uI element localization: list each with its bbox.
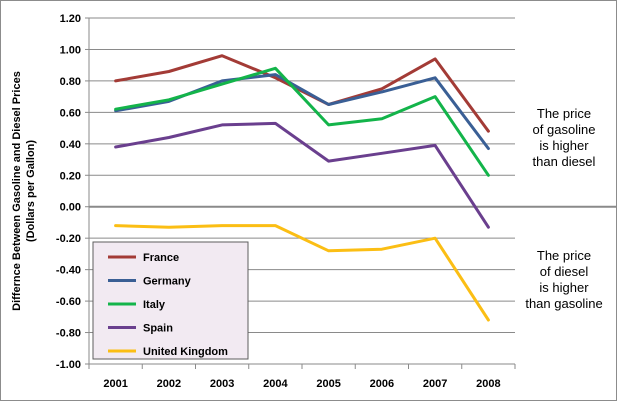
y-tick-label: 0.20 [60,170,81,182]
x-tick-label: 2005 [316,378,340,390]
y-axis-label: Differnce Between Gasoline and Diesel Pr… [11,71,37,311]
annotation-line: is higher [539,138,589,153]
legend-label: Germany [143,276,192,288]
y-tick-labels: 1.20 1.00 0.80 0.60 0.40 0.20 0.00 -0.20 -0.40 -0… [56,13,81,371]
series-line-italy [114,66,490,177]
series-lines [114,54,490,322]
legend: France Germany Italy Spain United Kingdom [92,241,249,360]
x-tick-label: 2002 [157,378,181,390]
annotation-line: than diesel [533,154,596,169]
x-tick-label: 2001 [103,378,127,390]
y-axis-label-line: Differnce Between Gasoline and Diesel Pr… [11,71,23,311]
x-tick-label: 2008 [476,378,500,390]
axes [85,17,617,369]
series-line-spain [114,121,490,229]
legend-box [92,241,249,360]
annotation-line: than gasoline [525,296,602,311]
annotation-line: of diesel [540,264,589,279]
x-tick-label: 2003 [210,378,234,390]
y-tick-label: 0.40 [60,139,81,151]
legend-label: United Kingdom [143,346,228,358]
y-axis-label-line: (Dollars per Gallon) [25,140,37,242]
legend-label: Italy [143,299,166,311]
y-tick-label: -0.40 [56,265,81,277]
series-line-france [114,54,490,133]
legend-label: Spain [143,323,173,335]
y-tick-label: 1.20 [60,13,81,25]
x-tick-label: 2007 [423,378,447,390]
annotation-line: The price [537,106,591,121]
y-tick-label: 0.80 [60,76,81,88]
annotation-line: of gasoline [533,122,596,137]
y-tick-label: -0.60 [56,296,81,308]
y-tick-label: -0.20 [56,233,81,245]
legend-label: France [143,252,179,264]
x-tick-label: 2006 [370,378,394,390]
x-tick-labels: 2001 2002 2003 2004 2005 2006 2007 2008 [103,378,500,390]
x-tick-label: 2004 [263,378,288,390]
annotation-line: The price [537,248,591,263]
y-tick-label: -0.80 [56,328,81,340]
annotation-line: is higher [539,280,589,295]
y-tick-label: -1.00 [56,359,81,371]
y-tick-label: 0.00 [60,202,81,214]
series-line-united-kingdom [114,224,490,322]
y-tick-label: 0.60 [60,107,81,119]
y-tick-label: 1.00 [60,44,81,56]
